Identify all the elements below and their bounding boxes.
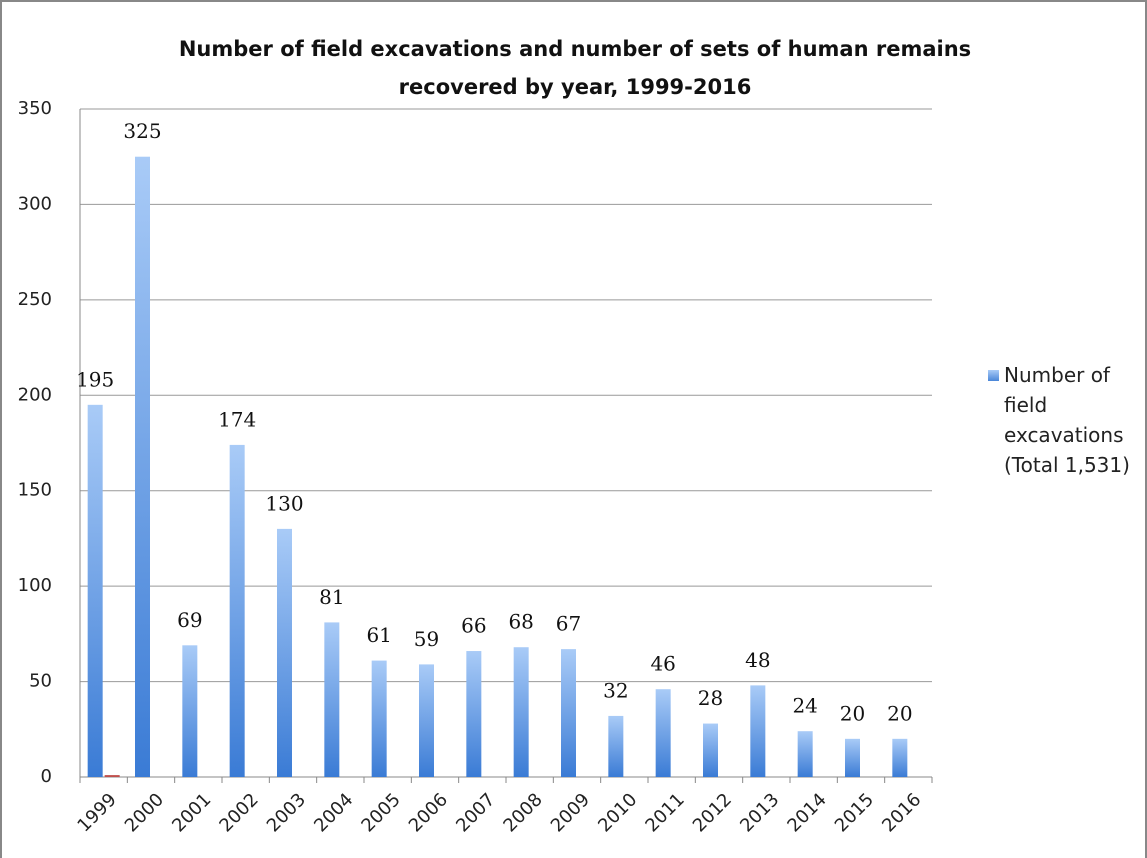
bar xyxy=(750,685,766,777)
y-tick-label: 350 xyxy=(18,98,52,119)
data-label: 325 xyxy=(123,119,161,143)
x-tick-label: 2013 xyxy=(736,789,783,836)
bar xyxy=(104,775,120,777)
bar xyxy=(371,660,387,777)
data-label: 67 xyxy=(556,612,581,636)
bar xyxy=(703,723,718,777)
x-tick-label: 2014 xyxy=(783,789,830,836)
data-label: 20 xyxy=(887,701,912,725)
x-tick-label: 2001 xyxy=(168,789,215,836)
bar xyxy=(87,404,103,777)
bar xyxy=(797,731,813,777)
data-label: 69 xyxy=(177,608,202,632)
x-tick-label: 1999 xyxy=(73,789,120,836)
x-tick-label: 2011 xyxy=(641,789,688,836)
data-label: 20 xyxy=(840,701,865,725)
chart-title: Number of field excavations and number o… xyxy=(179,37,971,61)
bar xyxy=(513,647,529,777)
x-tick-label: 2010 xyxy=(594,789,641,836)
x-tick-label: 2007 xyxy=(452,789,499,836)
y-tick-label: 150 xyxy=(18,480,52,501)
bar xyxy=(324,622,340,777)
chart-title: recovered by year, 1999-2016 xyxy=(399,75,752,99)
legend: Number of field excavations (Total 1,531… xyxy=(988,360,1138,480)
y-tick-label: 300 xyxy=(18,193,52,214)
data-label: 59 xyxy=(414,627,439,651)
x-tick-label: 2003 xyxy=(263,789,310,836)
legend-item: Number of field excavations (Total 1,531… xyxy=(988,360,1138,480)
x-tick-label: 2016 xyxy=(878,789,925,836)
data-label: 68 xyxy=(508,610,533,634)
bar xyxy=(608,715,624,777)
x-tick-label: 2000 xyxy=(121,789,168,836)
bar xyxy=(561,649,576,777)
data-label: 81 xyxy=(319,585,344,609)
data-label: 195 xyxy=(76,367,114,391)
x-tick-label: 2012 xyxy=(689,789,736,836)
y-tick-label: 50 xyxy=(29,671,52,692)
bar xyxy=(229,444,245,777)
bar xyxy=(135,156,150,777)
x-tick-label: 2004 xyxy=(310,789,357,836)
data-label: 28 xyxy=(698,686,723,710)
x-tick-label: 2002 xyxy=(215,789,262,836)
data-label: 66 xyxy=(461,614,486,638)
x-tick-label: 2005 xyxy=(357,789,404,836)
bar xyxy=(655,689,671,777)
bar xyxy=(466,651,482,777)
data-label: 24 xyxy=(792,694,817,718)
x-tick-label: 2009 xyxy=(547,789,594,836)
legend-label: Number of field excavations (Total 1,531… xyxy=(1004,363,1130,477)
legend-swatch xyxy=(988,370,999,381)
y-tick-label: 250 xyxy=(18,289,52,310)
data-label: 130 xyxy=(265,491,303,515)
y-tick-label: 100 xyxy=(18,575,52,596)
data-label: 174 xyxy=(218,407,256,431)
x-tick-label: 2006 xyxy=(405,789,452,836)
data-label: 61 xyxy=(366,623,391,647)
bar xyxy=(892,738,908,777)
y-tick-label: 200 xyxy=(18,384,52,405)
data-label: 46 xyxy=(650,652,675,676)
y-tick-label: 0 xyxy=(41,766,52,787)
data-label: 48 xyxy=(745,648,770,672)
bar xyxy=(419,664,434,777)
bar xyxy=(277,528,292,777)
bar xyxy=(182,645,198,777)
bar xyxy=(845,738,860,777)
data-label: 32 xyxy=(603,678,628,702)
x-tick-label: 2015 xyxy=(831,789,878,836)
x-tick-label: 2008 xyxy=(499,789,546,836)
